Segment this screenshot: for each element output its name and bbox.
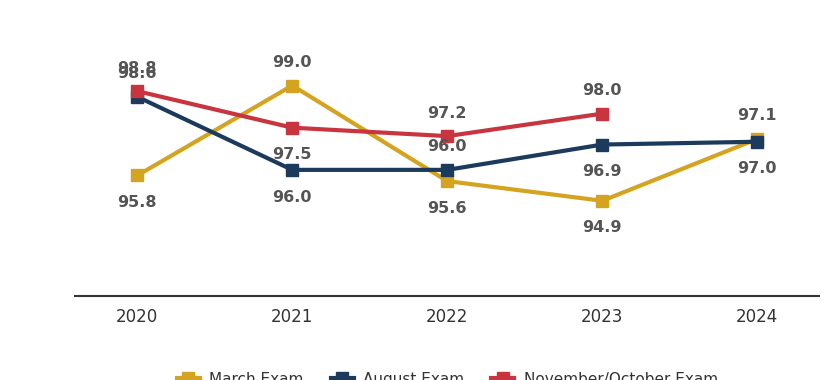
August Exam bbox=[288, 168, 298, 172]
March Exam bbox=[597, 198, 607, 203]
August Exam bbox=[752, 139, 762, 144]
Text: 97.1: 97.1 bbox=[737, 108, 777, 124]
Text: 97.0: 97.0 bbox=[737, 162, 777, 176]
August Exam bbox=[597, 142, 607, 147]
Text: 99.0: 99.0 bbox=[273, 55, 312, 70]
Line: March Exam: March Exam bbox=[132, 80, 762, 206]
August Exam bbox=[442, 168, 452, 172]
November/October Exam bbox=[597, 111, 607, 116]
March Exam bbox=[132, 173, 142, 178]
August Exam bbox=[132, 95, 142, 99]
Legend: March Exam, August Exam, November/October Exam: March Exam, August Exam, November/Octobe… bbox=[171, 366, 724, 380]
Text: 94.9: 94.9 bbox=[583, 220, 622, 236]
Text: 98.8: 98.8 bbox=[118, 61, 157, 76]
March Exam bbox=[288, 83, 298, 88]
Text: 96.0: 96.0 bbox=[427, 139, 467, 154]
March Exam bbox=[752, 137, 762, 141]
Line: August Exam: August Exam bbox=[132, 91, 762, 176]
Text: 96.0: 96.0 bbox=[273, 190, 312, 204]
November/October Exam bbox=[288, 125, 298, 130]
Text: 97.2: 97.2 bbox=[427, 106, 467, 121]
Text: 98.0: 98.0 bbox=[583, 83, 622, 98]
Text: 95.8: 95.8 bbox=[118, 195, 157, 210]
Text: 96.9: 96.9 bbox=[583, 164, 622, 179]
Text: 98.6: 98.6 bbox=[118, 66, 157, 81]
Text: 97.5: 97.5 bbox=[273, 147, 312, 162]
Text: 95.6: 95.6 bbox=[427, 201, 467, 216]
November/October Exam bbox=[132, 89, 142, 93]
November/October Exam bbox=[442, 134, 452, 138]
March Exam bbox=[442, 179, 452, 184]
Line: November/October Exam: November/October Exam bbox=[132, 86, 608, 142]
